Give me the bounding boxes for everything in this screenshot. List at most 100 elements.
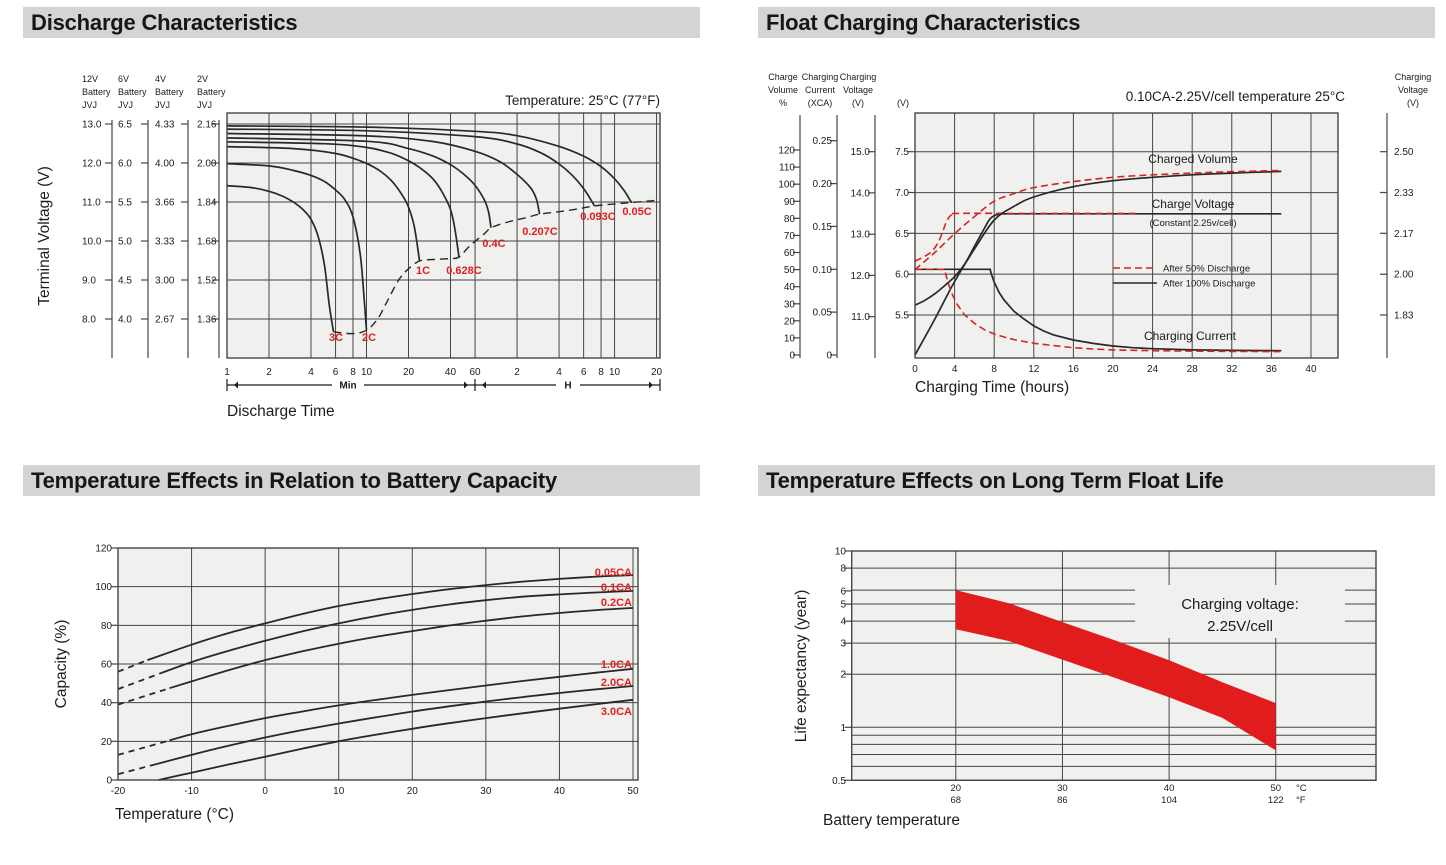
section-header: Temperature Effects on Long Term Float L… [758,465,1435,496]
x-tick-label: 24 [1147,364,1159,375]
x-tick-label: 20 [407,786,419,797]
series-Charge Voltage - After 50% Discharge [914,212,1140,262]
series-1C [226,145,421,262]
svg-text:1.52: 1.52 [197,276,217,287]
svg-text:0.20: 0.20 [813,179,833,190]
series-3.0CA [158,698,634,781]
x-tick-label: 40 [554,786,566,797]
legend-label: After 50% Discharge [1163,264,1250,275]
svg-text:11.0: 11.0 [82,198,101,209]
x-tick-label: 6 [581,367,587,378]
svg-text:1.84: 1.84 [197,198,217,209]
x-tick-label: 50 [1270,783,1281,794]
svg-text:14.0: 14.0 [851,188,871,199]
x-tick-label: 50 [627,786,639,797]
series-2C [226,162,368,331]
section-title: Float Charging Characteristics [766,10,1081,35]
svg-text:Charge: Charge [768,72,798,82]
x-tick-label: 4 [952,364,958,375]
series-0.05CA [117,659,148,673]
svg-text:10: 10 [835,547,847,558]
scale-charging-voltage-12v: 11.0 12.0 13.0 14.0 15.0 Charging Voltage (V) [840,72,876,358]
scale-charging-current: 0 0.05 0.10 0.15 0.20 0.25 Charging Current (XCA… [802,72,839,362]
svg-text:40: 40 [101,698,113,709]
svg-text:70: 70 [784,231,796,242]
x-axis-title: Charging Time (hours) [915,379,1069,396]
svg-text:60: 60 [101,660,113,671]
y-axis-labels: 0 20 40 60 80 100 120 [95,544,118,787]
series-0.207C [226,132,541,215]
y-axis-title: Capacity (%) [53,620,70,709]
x-tick-label: 8 [350,367,356,378]
x-tick-label: 20 [951,783,962,794]
curve-label: 0.05CA [595,567,632,579]
svg-text:2V: 2V [197,74,208,84]
x-tick-label: 20 [403,367,415,378]
y-axis-title: Life expectancy (year) [793,590,810,743]
y-axis-title: Terminal Voltage (V) [36,166,53,306]
legend-label: After 100% Discharge [1163,279,1255,290]
series-1.0CA [117,739,170,756]
svg-text:3.00: 3.00 [155,276,175,287]
series-0.2CA [169,607,634,690]
svg-text:JVJ: JVJ [82,100,97,110]
svg-text:6V: 6V [118,74,129,84]
curve-label: 1C [416,265,430,277]
gridlines [226,113,660,358]
svg-text:1.36: 1.36 [197,315,217,326]
svg-text:2.00: 2.00 [197,159,217,170]
series-0.1CA [117,671,163,690]
series-Charging Current - After 50% Discharge [915,268,1282,353]
curve-label: 0.207C [522,226,558,238]
x-tick-label: 0 [912,364,918,375]
series-Charged Volume - After 100% Discharge [914,170,1282,356]
unit-fahrenheit: °F [1296,795,1306,806]
plot-border [850,550,1377,782]
x-tick-label: 36 [1266,364,1278,375]
svg-text:4: 4 [840,617,846,628]
svg-text:2.67: 2.67 [155,315,175,326]
svg-text:0.5: 0.5 [832,776,846,787]
svg-text:6.0: 6.0 [118,159,132,170]
svg-text:JVJ: JVJ [118,100,133,110]
curve-label: 0.4C [482,238,505,250]
curve-label: 0.2CA [601,597,632,609]
svg-text:0.15: 0.15 [813,222,833,233]
curve-label: 0.093C [580,211,616,223]
svg-text:12.0: 12.0 [851,271,871,282]
svg-text:7.0: 7.0 [895,188,909,199]
curve-label: 0.628C [446,265,482,277]
svg-text:13.0: 13.0 [851,230,871,241]
x-tick-label: -10 [184,786,199,797]
svg-text:11.0: 11.0 [851,312,870,323]
chart-title-note: 0.10CA-2.25V/cell temperature 25°C [1126,89,1346,104]
svg-text:0: 0 [826,351,832,362]
section-unit-label: H [564,381,571,392]
svg-text:50: 50 [784,265,796,276]
svg-text:120: 120 [778,146,795,157]
x-tick-label: 30 [1057,783,1068,794]
series-0.2CA [117,687,170,706]
plot-border [914,112,1339,359]
svg-text:Battery: Battery [118,87,147,97]
svg-text:80: 80 [784,214,796,225]
x-tick-label: 40 [1305,364,1317,375]
svg-text:100: 100 [95,582,112,593]
scale-12v: 13.0 12.0 11.0 10.0 9.0 8.0 12V Battery JVJ [82,74,113,358]
series-0.628C [226,140,460,258]
series-0.05C [226,125,633,204]
svg-text:8.0: 8.0 [82,315,96,326]
curve-label: 2C [362,332,376,344]
svg-text:2.16: 2.16 [197,120,217,131]
svg-text:Battery: Battery [197,87,226,97]
svg-text:10.0: 10.0 [82,237,102,248]
x-tick-label: 16 [1068,364,1080,375]
svg-text:2.17: 2.17 [1394,229,1414,240]
x-axis-title: Temperature (°C) [115,806,234,823]
series-Charging Current - After 100% Discharge [915,268,1282,352]
svg-text:Charging: Charging [1395,72,1432,82]
svg-text:7.5: 7.5 [895,147,909,158]
svg-text:(V): (V) [1407,98,1419,108]
